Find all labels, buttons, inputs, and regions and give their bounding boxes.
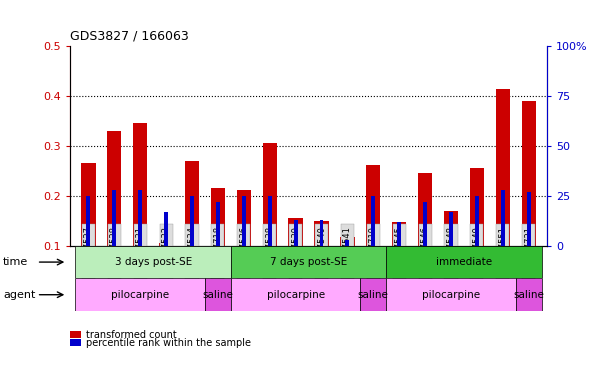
- Text: GSM367718: GSM367718: [213, 226, 222, 277]
- Text: pilocarpine: pilocarpine: [422, 290, 480, 300]
- Bar: [294, 220, 298, 246]
- Bar: [360, 278, 386, 311]
- Bar: [516, 278, 542, 311]
- Bar: [138, 190, 142, 246]
- Text: GSM367540: GSM367540: [317, 226, 326, 276]
- Bar: [211, 188, 225, 246]
- Text: 7 days post-SE: 7 days post-SE: [270, 257, 347, 267]
- Text: GDS3827 / 166063: GDS3827 / 166063: [70, 29, 189, 42]
- Bar: [75, 246, 231, 278]
- Text: saline: saline: [358, 290, 389, 300]
- Bar: [397, 222, 401, 246]
- Bar: [242, 196, 246, 246]
- Bar: [231, 278, 360, 311]
- Bar: [112, 190, 116, 246]
- Text: GSM367528: GSM367528: [110, 226, 119, 277]
- Text: GSM367534: GSM367534: [188, 226, 197, 277]
- Text: 3 days post-SE: 3 days post-SE: [114, 257, 192, 267]
- Bar: [418, 173, 432, 246]
- Bar: [190, 196, 194, 246]
- Text: GSM367532: GSM367532: [161, 226, 170, 277]
- Text: GSM367546: GSM367546: [420, 226, 430, 277]
- Bar: [527, 192, 531, 246]
- Bar: [475, 196, 479, 246]
- Bar: [185, 161, 199, 246]
- Bar: [315, 221, 329, 246]
- Bar: [86, 196, 90, 246]
- Bar: [320, 220, 323, 246]
- Bar: [288, 218, 302, 246]
- Text: transformed count: transformed count: [86, 330, 177, 340]
- Bar: [386, 278, 516, 311]
- Bar: [164, 212, 168, 246]
- Text: agent: agent: [3, 290, 35, 300]
- Text: GSM367545: GSM367545: [395, 226, 404, 276]
- Text: GSM367719: GSM367719: [369, 226, 378, 277]
- Bar: [496, 89, 510, 246]
- Bar: [423, 202, 427, 246]
- Bar: [371, 196, 375, 246]
- Bar: [449, 212, 453, 246]
- Text: pilocarpine: pilocarpine: [266, 290, 324, 300]
- Bar: [366, 165, 381, 246]
- Text: GSM367536: GSM367536: [240, 226, 248, 277]
- Bar: [133, 124, 147, 246]
- Bar: [345, 240, 349, 246]
- Bar: [107, 131, 122, 246]
- Bar: [81, 164, 95, 246]
- Text: saline: saline: [513, 290, 544, 300]
- Bar: [216, 202, 220, 246]
- Text: saline: saline: [202, 290, 233, 300]
- Bar: [340, 237, 354, 246]
- Bar: [159, 243, 174, 246]
- Bar: [470, 168, 484, 246]
- Bar: [268, 196, 272, 246]
- Text: percentile rank within the sample: percentile rank within the sample: [86, 338, 251, 348]
- Bar: [444, 211, 458, 246]
- Text: GSM367551: GSM367551: [499, 226, 507, 276]
- Bar: [522, 101, 536, 246]
- Bar: [392, 222, 406, 246]
- Bar: [75, 278, 205, 311]
- Text: GSM367541: GSM367541: [343, 226, 352, 276]
- Text: pilocarpine: pilocarpine: [111, 290, 169, 300]
- Text: GSM367531: GSM367531: [136, 226, 145, 277]
- Text: GSM367549: GSM367549: [472, 226, 481, 276]
- Text: immediate: immediate: [436, 257, 492, 267]
- Text: GSM367548: GSM367548: [447, 226, 456, 277]
- Text: time: time: [3, 257, 28, 267]
- Bar: [236, 190, 251, 246]
- Text: GSM367538: GSM367538: [265, 226, 274, 277]
- Bar: [231, 246, 386, 278]
- Bar: [205, 278, 231, 311]
- Bar: [386, 246, 542, 278]
- Bar: [501, 190, 505, 246]
- Text: GSM367527: GSM367527: [84, 226, 93, 277]
- Bar: [263, 143, 277, 246]
- Text: GSM367721: GSM367721: [524, 226, 533, 277]
- Text: GSM367539: GSM367539: [291, 226, 300, 277]
